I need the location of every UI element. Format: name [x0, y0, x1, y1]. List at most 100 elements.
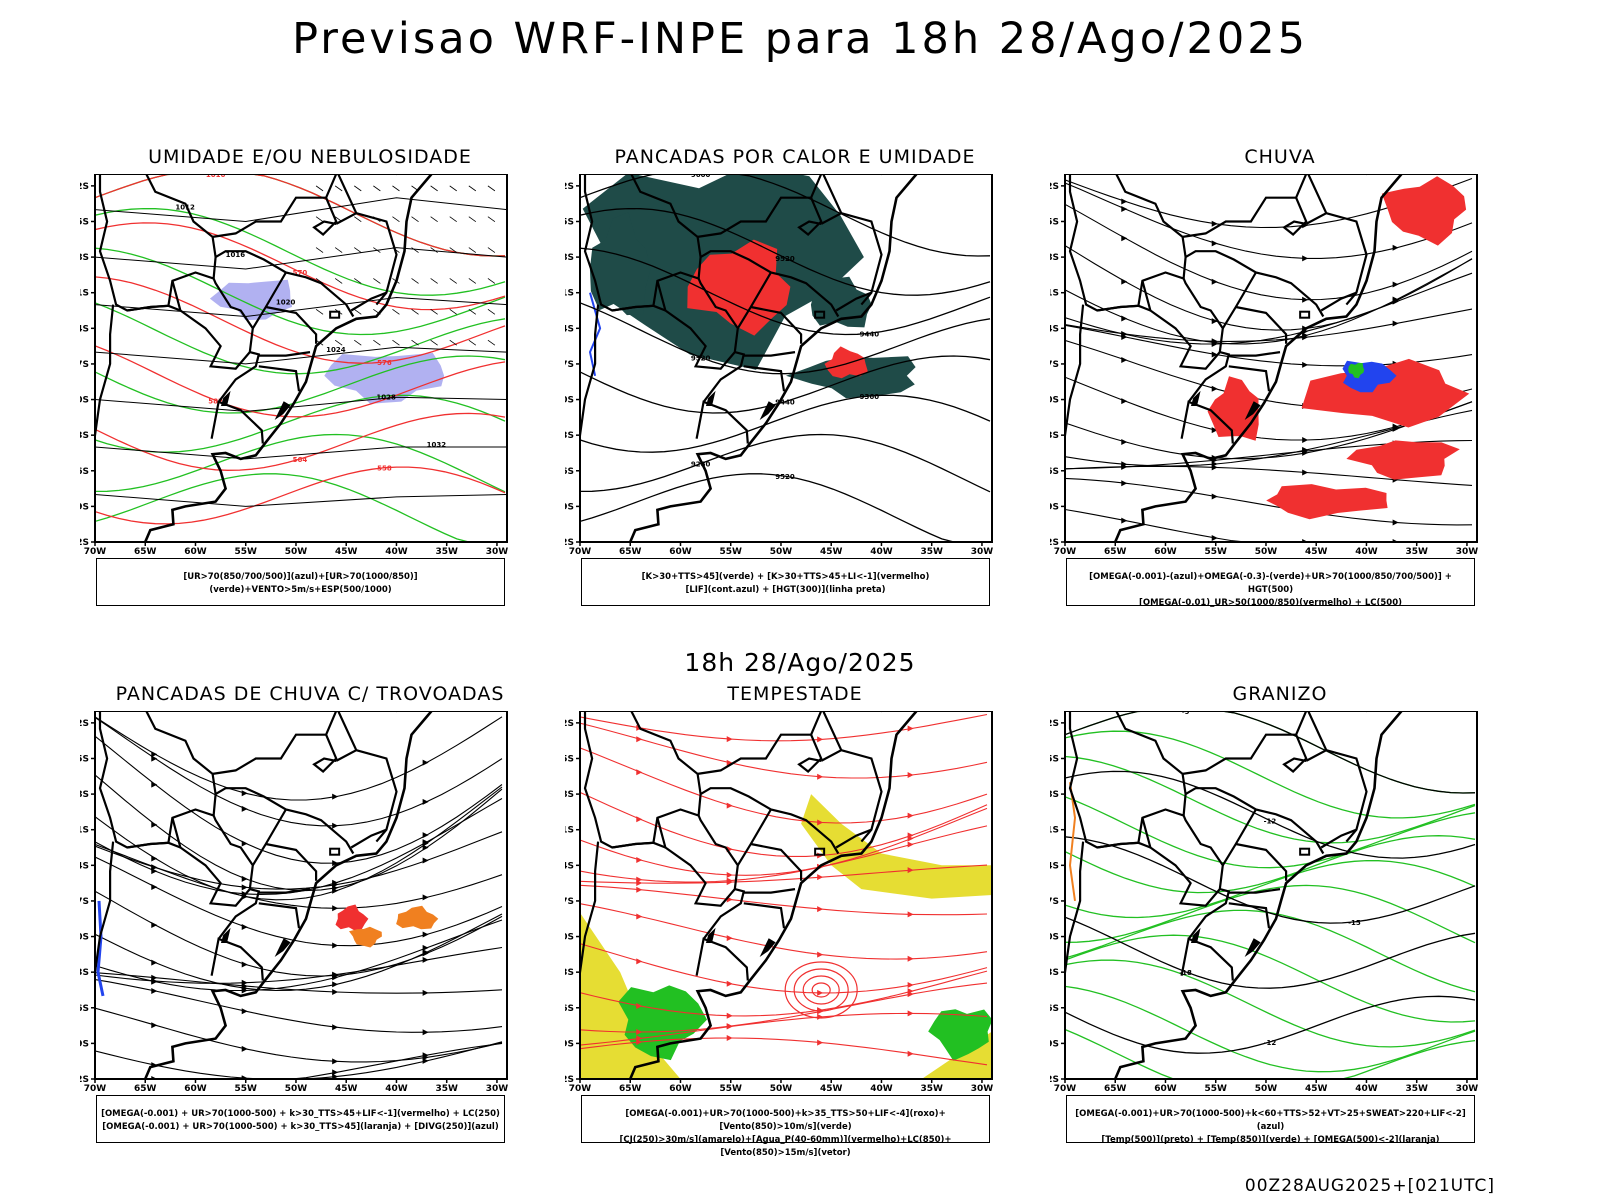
panel-title: GRANIZO	[1232, 683, 1328, 705]
lon-tick-label: 30W	[1456, 547, 1479, 557]
streamline-arrow	[422, 844, 429, 851]
streamline-arrow	[151, 974, 158, 981]
border-line	[257, 351, 311, 357]
red-streamline	[580, 747, 988, 824]
red-streamline-arrow	[817, 906, 824, 913]
hgt300-contour	[580, 473, 990, 542]
lon-tick-label: 50W	[1255, 1084, 1278, 1094]
streamline-arrow	[422, 798, 429, 805]
temp850-green-contour	[1065, 730, 1476, 819]
red-streamline-arrow	[726, 935, 733, 942]
streamline	[95, 890, 503, 977]
streamline-arrow	[332, 1069, 339, 1076]
lat-tick-label: 42S	[1050, 1075, 1059, 1085]
lat-tick-label: 15S	[80, 754, 89, 764]
coastline-west	[565, 174, 578, 542]
wind-vector	[354, 339, 362, 346]
hgt300-contour	[580, 207, 991, 296]
lat-tick-label: 36S	[80, 467, 89, 477]
red-streamline-arrow	[817, 736, 824, 743]
lon-tick-label: 35W	[920, 547, 943, 557]
border-line	[797, 197, 823, 236]
streamline-arrow	[241, 924, 248, 931]
city-marker	[329, 310, 341, 319]
border-line	[1141, 815, 1224, 907]
lat-tick-label: 12S	[565, 719, 574, 729]
streamline-arrow	[241, 840, 248, 847]
lat-tick-label: 12S	[1050, 182, 1059, 192]
lat-tick-label: 18S	[1050, 253, 1059, 263]
jet-yellow-area	[580, 912, 681, 1079]
lat-tick-label: 39S	[1050, 502, 1059, 512]
red-streamline-arrow	[726, 1035, 733, 1042]
lat-tick-label: 24S	[80, 324, 89, 334]
legend-box: [OMEGA(-0.001)+UR>70(1000-500)+k<60+TTS>…	[1066, 1095, 1475, 1145]
streamline-arrow	[1211, 338, 1218, 345]
streamline-arrow	[332, 1058, 339, 1065]
wind-vector	[468, 185, 477, 192]
cyclone-contour	[793, 968, 849, 1012]
lat-tick-label: 15S	[1050, 754, 1059, 764]
border-line	[1306, 174, 1369, 214]
border-line	[350, 828, 387, 849]
red-streamline-arrow	[636, 856, 643, 863]
streamline	[1065, 245, 1473, 331]
red-streamline	[580, 791, 988, 857]
streamline-arrow	[151, 921, 158, 928]
lat-tick-label: 33S	[80, 431, 89, 441]
border-line	[695, 937, 749, 981]
streamline	[95, 972, 503, 994]
lon-tick-label: 65W	[1104, 547, 1127, 557]
legend-line: [LIF](cont.azul) + [HGT(300)](linha pret…	[685, 585, 886, 595]
red-streamline	[580, 713, 988, 742]
wind-vector	[354, 185, 362, 192]
wind-vector	[392, 309, 400, 315]
lon-tick-label: 35W	[920, 1084, 943, 1094]
lat-tick-label: 33S	[1050, 968, 1059, 978]
lat-tick-label: 39S	[1050, 1039, 1059, 1049]
wind-vector	[468, 247, 477, 253]
streamline-arrow	[1211, 220, 1218, 227]
red-rain-area	[1207, 376, 1259, 441]
red-streamline-arrow	[907, 955, 914, 962]
border-line	[742, 888, 796, 894]
contour-label: -12	[1264, 1039, 1277, 1047]
lat-tick-label: 18S	[565, 790, 574, 800]
red-storm-area	[335, 904, 369, 931]
red-streamline-arrow	[907, 1050, 914, 1057]
streamline-arrow	[1121, 206, 1128, 213]
red-streamline-arrow	[636, 958, 643, 965]
streamline-arrow	[1392, 424, 1399, 431]
map-canvas: 9600952094409520944093609280952012S15S18…	[565, 174, 993, 557]
streamline-arrow	[241, 875, 248, 882]
lon-tick-label: 70W	[84, 547, 107, 557]
wind-vector	[354, 309, 362, 315]
streamline	[1065, 508, 1472, 542]
lon-tick-label: 65W	[1104, 1084, 1127, 1094]
red-streamline-arrow	[726, 759, 733, 766]
border-line	[612, 841, 666, 849]
wind-vector	[334, 339, 343, 346]
border-line	[743, 902, 786, 929]
streamline-arrow	[332, 942, 339, 949]
border-line	[821, 711, 884, 751]
map-frame	[579, 711, 993, 1080]
wind-vector	[373, 247, 381, 253]
red-streamline-arrow	[817, 773, 824, 780]
lat-tick-label: 27S	[1050, 897, 1059, 907]
border-line	[258, 902, 301, 929]
streamline-arrow	[1121, 235, 1128, 242]
lat-tick-label: 39S	[80, 1039, 89, 1049]
border-line	[697, 174, 823, 238]
streamline	[1065, 272, 1473, 345]
border-line	[821, 174, 884, 214]
streamline-arrow	[332, 971, 339, 978]
lat-tick-label: 42S	[80, 538, 89, 548]
streamline-arrow	[422, 931, 429, 938]
panel-chuva: CHUVA 12S 15S 18S 21S 24S 27S 30S 33S 36S 39S 42S70…	[1050, 146, 1510, 621]
lat-tick-label: 33S	[1050, 431, 1059, 441]
lagoa-mark	[1244, 401, 1261, 420]
pressure-isobar	[95, 296, 507, 318]
streamline-arrow	[1392, 320, 1399, 327]
streamline-arrow	[151, 1022, 158, 1029]
